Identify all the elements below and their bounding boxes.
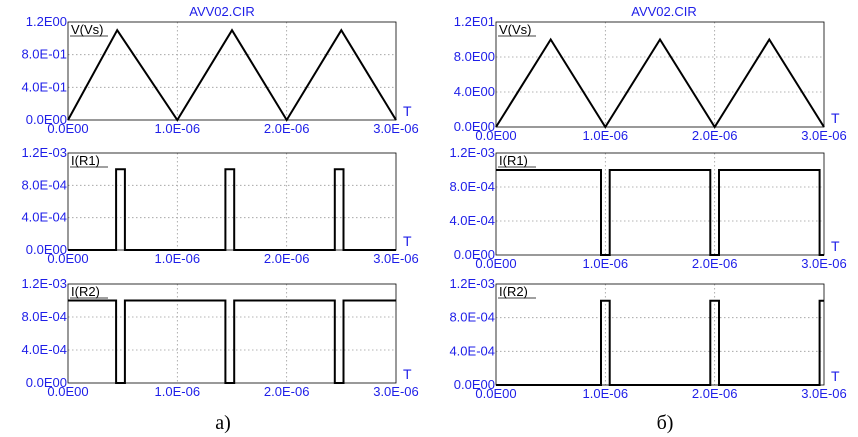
y-tick-label: 0.0E00	[26, 112, 67, 127]
x-tick-label: 1.0E-06	[155, 251, 201, 266]
y-tick-label: 1.2E-03	[449, 276, 495, 291]
y-tick-label: 1.2E01	[454, 14, 495, 29]
trace-label: V(Vs)	[499, 22, 532, 37]
y-tick-label: 1.2E00	[26, 14, 67, 29]
panel-a-caption: а)	[215, 412, 231, 434]
trace-label: I(R2)	[499, 284, 528, 299]
x-tick-label: 2.0E-06	[692, 386, 738, 401]
x-tick-label: 0.0E00	[47, 251, 88, 266]
y-tick-label: 4.0E-04	[21, 210, 67, 225]
y-tick-label: 8.0E-04	[21, 177, 67, 192]
series-line	[67, 28, 397, 122]
y-tick-label: 1.2E-03	[21, 276, 67, 291]
x-tick-label: 3.0E-06	[373, 121, 419, 136]
x-tick-label: 1.0E-06	[583, 128, 629, 143]
x-tick-label: 1.0E-06	[583, 386, 629, 401]
trace-label: I(R1)	[499, 153, 528, 168]
x-axis-label: T	[831, 238, 840, 254]
y-tick-label: 1.2E-03	[21, 145, 67, 160]
x-axis-label: T	[831, 368, 840, 384]
y-tick-label: 0.0E00	[454, 377, 495, 392]
series-line	[495, 37, 825, 129]
y-tick-label: 4.0E00	[454, 84, 495, 99]
plot-frame	[67, 283, 397, 384]
y-tick-label: 0.0E00	[26, 242, 67, 257]
series-line	[496, 299, 824, 386]
x-axis-label: T	[403, 233, 412, 249]
trace-label: I(R2)	[71, 284, 100, 299]
series-line	[496, 169, 824, 256]
x-tick-label: 1.0E-06	[155, 384, 201, 399]
x-tick-label: 3.0E-06	[373, 251, 419, 266]
x-tick-label: 3.0E-06	[801, 128, 847, 143]
x-axis-label: T	[403, 103, 412, 119]
x-tick-label: 3.0E-06	[801, 256, 847, 271]
plot-frame	[67, 152, 397, 251]
x-tick-label: 0.0E00	[475, 128, 516, 143]
plot-frame	[495, 21, 825, 128]
y-tick-label: 0.0E00	[26, 375, 67, 390]
x-tick-label: 3.0E-06	[373, 384, 419, 399]
x-tick-label: 0.0E00	[475, 386, 516, 401]
x-tick-label: 2.0E-06	[264, 121, 310, 136]
y-tick-label: 4.0E-01	[21, 79, 67, 94]
y-tick-label: 0.0E00	[454, 119, 495, 134]
y-tick-label: 8.0E-01	[21, 47, 67, 62]
trace-label: I(R1)	[71, 153, 100, 168]
y-tick-label: 0.0E00	[454, 247, 495, 262]
y-tick-label: 4.0E-04	[449, 343, 495, 358]
x-axis-label: T	[831, 110, 840, 126]
x-tick-label: 2.0E-06	[692, 128, 738, 143]
x-tick-label: 2.0E-06	[692, 256, 738, 271]
plot-frame	[67, 21, 397, 121]
panel-b-title: AVV02.CIR	[631, 4, 697, 19]
panel-b-caption: б)	[657, 412, 674, 434]
x-tick-label: 0.0E00	[475, 256, 516, 271]
y-tick-label: 4.0E-04	[21, 342, 67, 357]
plot-frame	[495, 283, 825, 386]
y-tick-label: 1.2E-03	[449, 145, 495, 160]
y-tick-label: 8.0E00	[454, 49, 495, 64]
x-tick-label: 1.0E-06	[155, 121, 201, 136]
x-axis-label: T	[403, 366, 412, 382]
x-tick-label: 2.0E-06	[264, 384, 310, 399]
plot-frame	[495, 152, 825, 256]
y-tick-label: 8.0E-04	[449, 310, 495, 325]
x-tick-label: 0.0E00	[47, 121, 88, 136]
series-line	[68, 168, 396, 251]
panel-a-title: AVV02.CIR	[189, 4, 255, 19]
series-line	[68, 299, 396, 384]
x-tick-label: 1.0E-06	[583, 256, 629, 271]
y-tick-label: 8.0E-04	[449, 179, 495, 194]
trace-label: V(Vs)	[71, 22, 104, 37]
y-tick-label: 8.0E-04	[21, 309, 67, 324]
x-tick-label: 3.0E-06	[801, 386, 847, 401]
x-tick-label: 2.0E-06	[264, 251, 310, 266]
x-tick-label: 0.0E00	[47, 384, 88, 399]
y-tick-label: 4.0E-04	[449, 213, 495, 228]
